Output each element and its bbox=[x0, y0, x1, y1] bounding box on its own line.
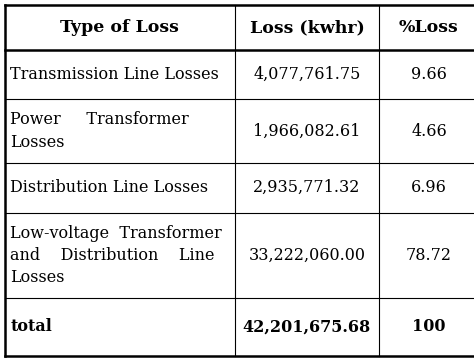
Text: 42,201,675.68: 42,201,675.68 bbox=[243, 318, 371, 335]
Text: 2,935,771.32: 2,935,771.32 bbox=[253, 179, 361, 196]
Text: 78.72: 78.72 bbox=[406, 247, 452, 264]
Text: Power     Transformer
Losses: Power Transformer Losses bbox=[10, 112, 189, 151]
Text: 9.66: 9.66 bbox=[411, 66, 447, 83]
Text: 100: 100 bbox=[412, 318, 446, 335]
Text: 1,966,082.61: 1,966,082.61 bbox=[253, 122, 361, 140]
Text: Distribution Line Losses: Distribution Line Losses bbox=[10, 179, 209, 196]
Text: Transmission Line Losses: Transmission Line Losses bbox=[10, 66, 219, 83]
Text: 4.66: 4.66 bbox=[411, 122, 447, 140]
Text: Low-voltage  Transformer
and    Distribution    Line
Losses: Low-voltage Transformer and Distribution… bbox=[10, 225, 222, 286]
Text: 4,077,761.75: 4,077,761.75 bbox=[253, 66, 361, 83]
Text: Type of Loss: Type of Loss bbox=[60, 19, 179, 36]
Text: %Loss: %Loss bbox=[399, 19, 459, 36]
Text: 6.96: 6.96 bbox=[411, 179, 447, 196]
Text: total: total bbox=[10, 318, 52, 335]
Text: 33,222,060.00: 33,222,060.00 bbox=[248, 247, 365, 264]
Text: Loss (kwhr): Loss (kwhr) bbox=[249, 19, 365, 36]
